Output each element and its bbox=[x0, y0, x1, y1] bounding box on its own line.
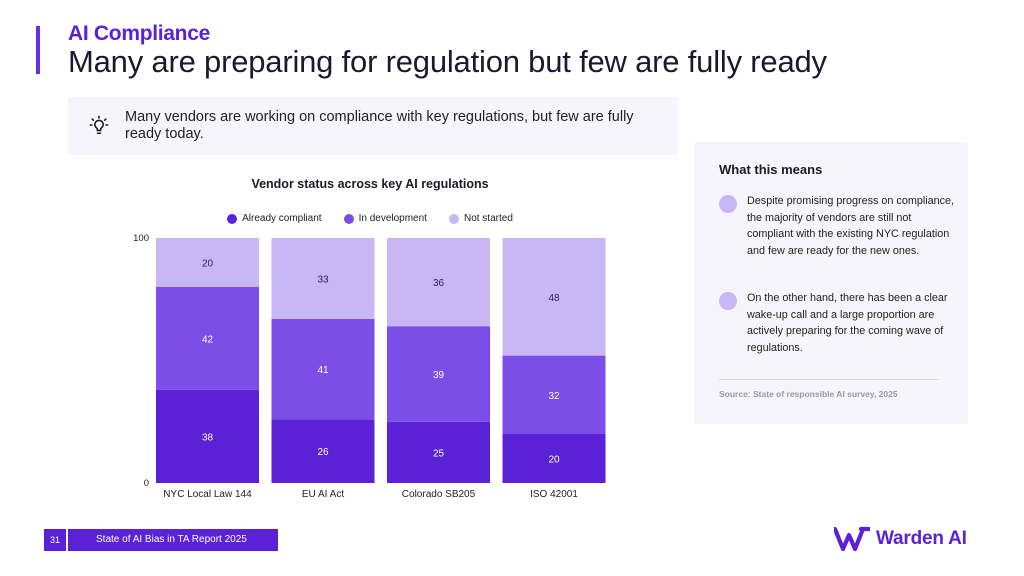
data-label: 32 bbox=[548, 391, 560, 402]
what-this-means-panel: What this means Despite promising progre… bbox=[694, 142, 968, 424]
panel-heading: What this means bbox=[719, 162, 823, 177]
legend-label: In development bbox=[358, 213, 427, 224]
bar-segment bbox=[387, 238, 490, 327]
data-label: 33 bbox=[317, 274, 329, 285]
legend-swatch bbox=[448, 213, 459, 224]
lightbulb-icon bbox=[89, 115, 109, 135]
data-label: 42 bbox=[202, 334, 214, 345]
page-title: Many are preparing for regulation but fe… bbox=[68, 44, 827, 79]
chart-legend: Already compliant In development Not start… bbox=[120, 213, 620, 224]
chart-plot: 0 100 38 42 20 NYC Local Law 144 26 41 33 EU AI A… bbox=[133, 233, 606, 500]
divider bbox=[719, 379, 939, 380]
bar-segment bbox=[156, 287, 259, 390]
data-label: 39 bbox=[433, 370, 445, 381]
data-label: 48 bbox=[548, 293, 560, 304]
insight-text: Many vendors are working on compliance w… bbox=[125, 109, 634, 142]
x-tick-label: EU AI Act bbox=[302, 489, 344, 500]
section-kicker: AI Compliance bbox=[68, 22, 210, 45]
warden-logo-icon bbox=[834, 526, 870, 552]
data-label: 25 bbox=[433, 448, 445, 459]
x-tick-label: ISO 42001 bbox=[530, 489, 578, 500]
legend-label: Not started bbox=[463, 213, 513, 224]
source-note: Source: State of responsible AI survey, … bbox=[719, 389, 898, 399]
brand-name: Warden AI bbox=[876, 528, 967, 549]
x-tick-label: Colorado SB205 bbox=[402, 489, 476, 500]
page-number: 31 bbox=[44, 529, 66, 551]
bar-segment bbox=[502, 238, 606, 356]
x-tick-label: NYC Local Law 144 bbox=[163, 489, 252, 500]
legend-item: Not started bbox=[448, 213, 513, 224]
data-label: 36 bbox=[433, 278, 445, 289]
legend-item: In development bbox=[343, 213, 427, 224]
data-label: 26 bbox=[317, 447, 329, 458]
insight-box: Many vendors are working on compliance w… bbox=[68, 97, 678, 155]
accent-bar bbox=[36, 26, 40, 74]
y-tick-label: 100 bbox=[133, 233, 149, 244]
panel-point-text: On the other hand, there has been a clea… bbox=[747, 292, 948, 354]
panel-point-text: Despite promising progress on compliance… bbox=[747, 195, 955, 257]
bullet-dot-icon bbox=[719, 292, 737, 310]
chart-title: Vendor status across key AI regulations bbox=[251, 177, 489, 191]
legend-swatch bbox=[343, 213, 354, 224]
data-label: 20 bbox=[548, 455, 560, 466]
bar-segment bbox=[387, 326, 490, 422]
stacked-bar-chart: Vendor status across key AI regulations … bbox=[120, 170, 620, 510]
footer-report-title: State of AI Bias in TA Report 2025 bbox=[68, 529, 278, 551]
brand-logo: Warden AI bbox=[834, 526, 967, 552]
bar-segment bbox=[502, 434, 606, 483]
bar-segment bbox=[271, 238, 375, 319]
data-label: 20 bbox=[202, 259, 214, 270]
bar-segment bbox=[156, 238, 259, 287]
data-label: 41 bbox=[317, 365, 329, 376]
legend-item: Already compliant bbox=[227, 213, 322, 224]
y-tick-label: 0 bbox=[144, 478, 149, 489]
bar-segment bbox=[387, 421, 490, 483]
legend-swatch bbox=[227, 213, 238, 224]
bar-segment bbox=[271, 419, 375, 483]
legend-label: Already compliant bbox=[242, 213, 322, 224]
bar-segment bbox=[271, 318, 375, 420]
bar-segment bbox=[502, 355, 606, 434]
bar-segment bbox=[156, 389, 259, 483]
bullet-dot-icon bbox=[719, 195, 737, 213]
data-label: 38 bbox=[202, 432, 214, 443]
